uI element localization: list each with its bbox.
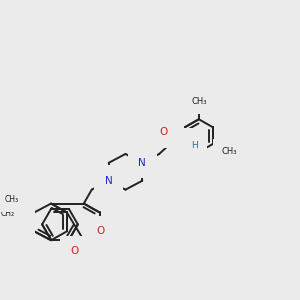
- Text: O: O: [16, 218, 24, 227]
- Text: O: O: [159, 127, 167, 137]
- Text: N: N: [138, 158, 146, 168]
- Text: N: N: [183, 138, 191, 148]
- Text: O: O: [71, 246, 79, 256]
- Text: N: N: [105, 176, 112, 186]
- Text: O: O: [97, 226, 105, 236]
- Text: CH₃: CH₃: [4, 195, 19, 204]
- Text: H: H: [191, 140, 198, 149]
- Text: O: O: [9, 218, 17, 227]
- Text: CH₃: CH₃: [191, 97, 207, 106]
- Text: CH₃: CH₃: [222, 148, 237, 157]
- Text: CH₂: CH₂: [0, 209, 14, 218]
